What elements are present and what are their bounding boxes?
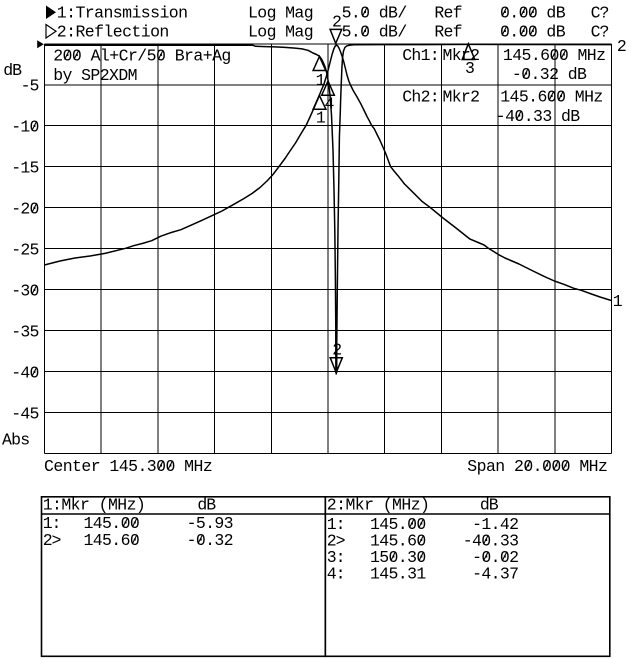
svg-text:-45: -45 [11,404,39,423]
svg-text:Mkr2: Mkr2 [443,46,481,65]
svg-text:1:: 1: [327,515,346,534]
svg-text:-0.32 dB: -0.32 dB [512,65,587,84]
svg-text:2>: 2> [43,531,62,550]
svg-text:Ref: Ref [434,4,462,23]
svg-text:5.0 dB/: 5.0 dB/ [342,4,408,23]
svg-text:145.00: 145.00 [370,515,426,534]
svg-text:dB: dB [197,495,216,514]
svg-text:5.0 dB/: 5.0 dB/ [342,23,408,42]
svg-text:4:: 4: [327,565,346,584]
svg-text:Ch2:: Ch2: [402,88,440,107]
svg-text:Span 20.000 MHz: Span 20.000 MHz [467,457,608,476]
svg-text:0.00 dB: 0.00 dB [500,23,566,42]
svg-text:Ref: Ref [434,23,462,42]
svg-text:-1.42: -1.42 [472,515,519,534]
svg-text:dB: dB [3,61,22,80]
svg-text:-0.02: -0.02 [472,548,519,567]
svg-text:1: 1 [613,292,623,311]
svg-text:1: 1 [316,71,326,90]
svg-text:Ch1:: Ch1: [402,46,440,65]
svg-text:1:Transmission: 1:Transmission [57,4,188,23]
svg-text:2: 2 [332,341,342,360]
svg-text:2>: 2> [327,531,346,550]
svg-text:-40.33: -40.33 [463,531,519,550]
svg-text:-40.33 dB: -40.33 dB [496,107,580,126]
svg-text:2:Reflection: 2:Reflection [57,23,170,42]
svg-text:dB: dB [480,495,499,514]
svg-text:2: 2 [617,37,627,56]
svg-text:3:: 3: [327,548,346,567]
svg-text:2:Mkr (MHz): 2:Mkr (MHz) [327,495,430,514]
svg-text:1:: 1: [43,514,62,533]
svg-text:C?: C? [591,4,610,23]
svg-text:145.60: 145.60 [370,531,426,550]
svg-text:150.30: 150.30 [370,548,426,567]
svg-text:3: 3 [465,59,475,78]
svg-text:-4.37: -4.37 [472,565,519,584]
svg-text:C?: C? [591,23,610,42]
svg-text:-20: -20 [11,200,39,219]
svg-text:-5.93: -5.93 [187,514,234,533]
svg-text:Center 145.300 MHz: Center 145.300 MHz [44,457,213,476]
svg-text:-15: -15 [11,159,39,178]
svg-text:-0.32: -0.32 [187,531,234,550]
svg-text:-25: -25 [11,241,39,260]
svg-text:Log Mag: Log Mag [248,4,314,23]
svg-text:0.00 dB: 0.00 dB [500,4,566,23]
svg-text:200 Al+Cr/50 Bra+Ag: 200 Al+Cr/50 Bra+Ag [53,47,231,66]
svg-text:145.00: 145.00 [84,514,140,533]
svg-text:-10: -10 [11,118,39,137]
svg-text:145.600 MHz: 145.600 MHz [503,46,606,65]
svg-text:Mkr2: Mkr2 [443,88,481,107]
svg-text:2: 2 [332,12,342,31]
svg-text:-35: -35 [11,322,39,341]
svg-text:by SP2XDM: by SP2XDM [53,66,137,85]
svg-text:Abs: Abs [2,430,30,449]
svg-text:-30: -30 [11,281,39,300]
svg-text:1:Mkr (MHz): 1:Mkr (MHz) [43,495,146,514]
svg-text:1: 1 [316,109,326,128]
svg-text:Log Mag: Log Mag [248,23,314,42]
svg-text:-40: -40 [11,363,39,382]
svg-text:4: 4 [325,95,335,114]
svg-text:-5: -5 [21,77,40,96]
svg-text:145.31: 145.31 [370,565,426,584]
svg-text:145.60: 145.60 [84,531,140,550]
svg-text:145.600 MHz: 145.600 MHz [500,88,603,107]
